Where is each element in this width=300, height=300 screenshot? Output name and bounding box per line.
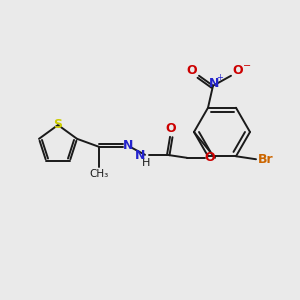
Text: O: O [187, 64, 197, 77]
Text: N: N [209, 77, 219, 90]
Text: H: H [142, 158, 150, 168]
Text: O: O [205, 151, 215, 164]
Text: O: O [166, 122, 176, 135]
Text: −: − [243, 61, 251, 71]
Text: S: S [53, 118, 62, 131]
Text: N: N [123, 139, 133, 152]
Text: O: O [233, 64, 243, 77]
Text: N: N [135, 149, 145, 162]
Text: +: + [217, 73, 224, 82]
Text: Br: Br [258, 153, 274, 166]
Text: CH₃: CH₃ [89, 169, 109, 179]
